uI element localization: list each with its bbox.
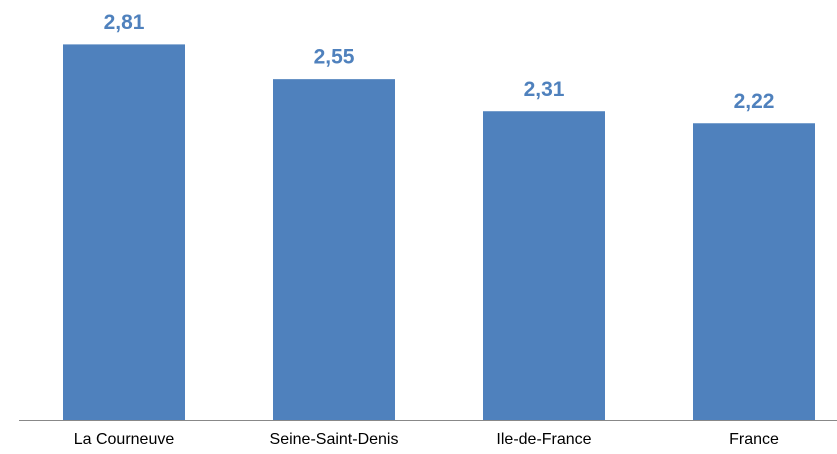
x-tick-label: Ile-de-France: [496, 431, 591, 448]
value-label: 2,55: [314, 46, 355, 69]
value-label: 2,81: [104, 11, 145, 34]
bar: [693, 123, 815, 420]
x-tick-label: Seine-Saint-Denis: [270, 431, 399, 448]
x-tick-label: La Courneuve: [74, 431, 175, 448]
value-label: 2,22: [734, 90, 775, 113]
x-tick-label: France: [729, 431, 779, 448]
bar: [63, 44, 185, 420]
bar: [483, 111, 605, 420]
bar: [273, 79, 395, 421]
value-label: 2,31: [524, 78, 565, 101]
